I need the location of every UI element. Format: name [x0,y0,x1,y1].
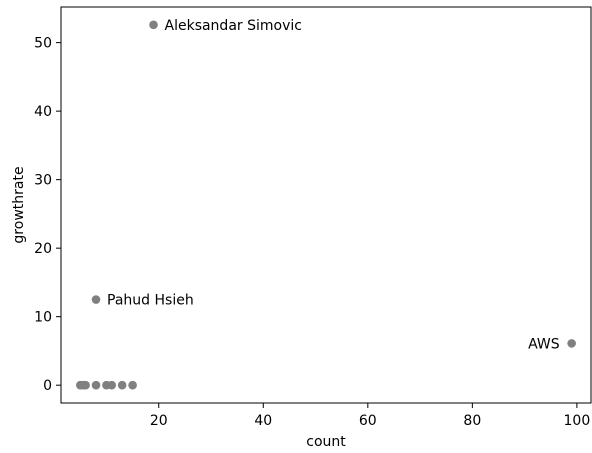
x-tick-label: 80 [463,413,481,429]
scatter-point [117,380,127,390]
scatter-point [91,380,101,390]
point-labels: Pahud Hsieh Aleksandar Simovic AWS [107,18,560,353]
y-tick-label: 10 [34,310,52,326]
scatter-point [149,20,158,30]
scatter-point [128,380,137,390]
scatter-point [567,339,576,348]
scatter-point [91,295,101,304]
y-tick-label: 30 [34,173,52,189]
x-tick-label: 60 [359,413,377,429]
scatter-point [107,380,117,390]
x-tick-label: 100 [564,413,591,429]
y-tick-label: 0 [43,378,52,394]
plot-area [60,6,592,404]
scatter-point [81,380,90,390]
x-tick-label: 20 [150,413,168,429]
y-tick-label: 40 [34,104,52,120]
data-points [76,20,576,390]
point-annotation: Aleksandar Simovic [165,18,302,34]
y-axis-label: growthrate [11,166,27,243]
point-annotation: AWS [528,336,560,352]
x-tick-label: 40 [254,413,272,429]
y-tick-label: 20 [34,241,52,257]
y-tick-label: 50 [34,36,52,52]
y-axis: 0 10 20 30 40 50 [34,36,61,394]
x-axis: 20 40 60 80 100 [150,403,590,429]
point-annotation: Pahud Hsieh [107,293,194,309]
x-axis-label: count [306,434,346,450]
